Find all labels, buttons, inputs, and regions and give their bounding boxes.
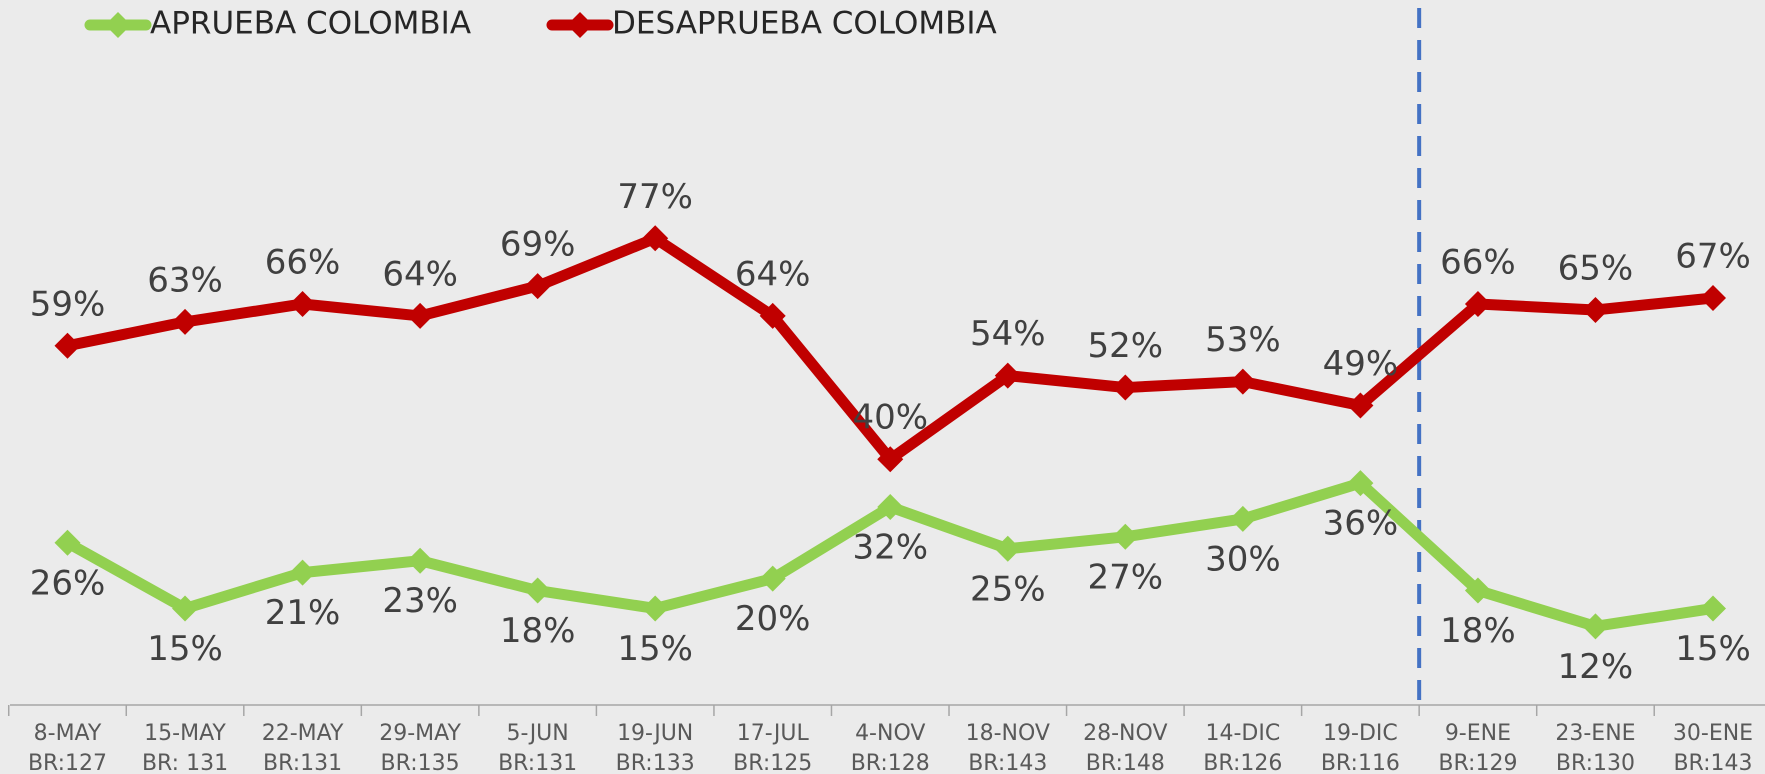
marker: [877, 493, 904, 520]
data-label: 21%: [265, 593, 341, 633]
marker: [289, 290, 316, 317]
x-tick-label: BR:126: [1203, 751, 1282, 774]
data-label: 64%: [382, 254, 458, 294]
marker: [1582, 613, 1609, 640]
data-label: 63%: [147, 260, 223, 300]
marker: [994, 362, 1021, 389]
legend-marker: [105, 12, 131, 38]
marker: [642, 595, 669, 622]
marker: [759, 302, 786, 329]
marker: [1112, 374, 1139, 401]
x-tick-label: BR: 131: [142, 751, 228, 774]
marker: [1700, 285, 1726, 312]
x-tick-label: 23-ENE: [1555, 721, 1635, 746]
x-tick-label: BR:131: [263, 751, 342, 774]
data-label: 15%: [617, 629, 693, 669]
x-tick-label: 30-ENE: [1673, 721, 1753, 746]
x-tick-label: BR:143: [968, 751, 1047, 774]
x-tick-label: BR:130: [1556, 751, 1635, 774]
data-label: 27%: [1088, 557, 1164, 597]
data-label: 52%: [1088, 326, 1164, 366]
data-label: 20%: [735, 599, 811, 639]
x-tick-label: 19-DIC: [1323, 721, 1398, 746]
data-label: 40%: [852, 398, 928, 438]
x-tick-label: 19-JUN: [617, 721, 693, 746]
legend-label: APRUEBA COLOMBIA: [150, 6, 471, 42]
x-tick-label: BR:125: [733, 751, 812, 774]
legend-marker: [567, 12, 593, 38]
data-label: 54%: [970, 314, 1046, 354]
x-tick-label: BR:116: [1321, 751, 1400, 774]
x-tick-label: 22-MAY: [262, 721, 344, 746]
x-tick-label: 9-ENE: [1445, 721, 1511, 746]
data-label: 59%: [30, 284, 106, 324]
marker: [1347, 470, 1374, 497]
data-label: 69%: [500, 225, 576, 265]
data-label: 32%: [852, 527, 928, 567]
x-tick-label: 14-DIC: [1205, 721, 1280, 746]
x-tick-label: 4-NOV: [855, 721, 925, 746]
data-label: 12%: [1558, 647, 1634, 687]
marker: [1582, 296, 1609, 323]
data-label: 64%: [735, 254, 811, 294]
marker: [524, 273, 551, 300]
marker: [994, 535, 1021, 562]
data-label: 18%: [1440, 611, 1516, 651]
x-tick-label: BR:127: [28, 751, 107, 774]
marker: [1229, 368, 1256, 395]
data-label: 15%: [1675, 629, 1751, 669]
x-tick-label: 28-NOV: [1083, 721, 1167, 746]
marker: [877, 446, 904, 473]
x-tick-label: BR:128: [851, 751, 930, 774]
x-tick-label: 15-MAY: [144, 721, 226, 746]
data-label: 67%: [1675, 237, 1751, 277]
marker: [1112, 523, 1139, 550]
marker: [407, 547, 434, 574]
marker: [172, 595, 199, 622]
data-label: 77%: [617, 177, 693, 217]
data-label: 65%: [1558, 248, 1634, 288]
data-label: 66%: [265, 242, 341, 282]
x-tick-label: 8-MAY: [34, 721, 102, 746]
marker: [407, 302, 434, 329]
marker: [642, 225, 669, 252]
data-label: 53%: [1205, 320, 1281, 360]
data-label: 26%: [30, 563, 106, 603]
marker: [524, 577, 551, 604]
marker: [1347, 392, 1374, 419]
data-label: 15%: [147, 629, 223, 669]
legend-label: DESAPRUEBA COLOMBIA: [612, 6, 997, 42]
x-tick-label: 18-NOV: [966, 721, 1050, 746]
x-tick-label: 5-JUN: [507, 721, 569, 746]
x-tick-label: BR:135: [381, 751, 460, 774]
data-label: 49%: [1323, 344, 1399, 384]
marker: [759, 565, 786, 592]
marker: [1700, 595, 1726, 622]
x-tick-label: BR:148: [1086, 751, 1165, 774]
marker: [172, 308, 199, 335]
marker: [54, 529, 81, 556]
marker: [54, 332, 81, 359]
data-label: 30%: [1205, 539, 1281, 579]
data-label: 66%: [1440, 242, 1516, 282]
data-label: 23%: [382, 581, 458, 621]
marker: [1229, 505, 1256, 532]
marker: [1464, 577, 1491, 604]
marker: [289, 559, 316, 586]
x-tick-label: BR:131: [498, 751, 577, 774]
x-tick-label: 17-JUL: [737, 721, 810, 746]
x-tick-label: BR:133: [616, 751, 695, 774]
data-label: 25%: [970, 569, 1046, 609]
x-tick-label: BR:129: [1438, 751, 1517, 774]
marker: [1464, 290, 1491, 317]
x-tick-label: 29-MAY: [379, 721, 461, 746]
data-label: 18%: [500, 611, 576, 651]
x-tick-label: BR:143: [1673, 751, 1752, 774]
data-label: 36%: [1323, 504, 1399, 544]
